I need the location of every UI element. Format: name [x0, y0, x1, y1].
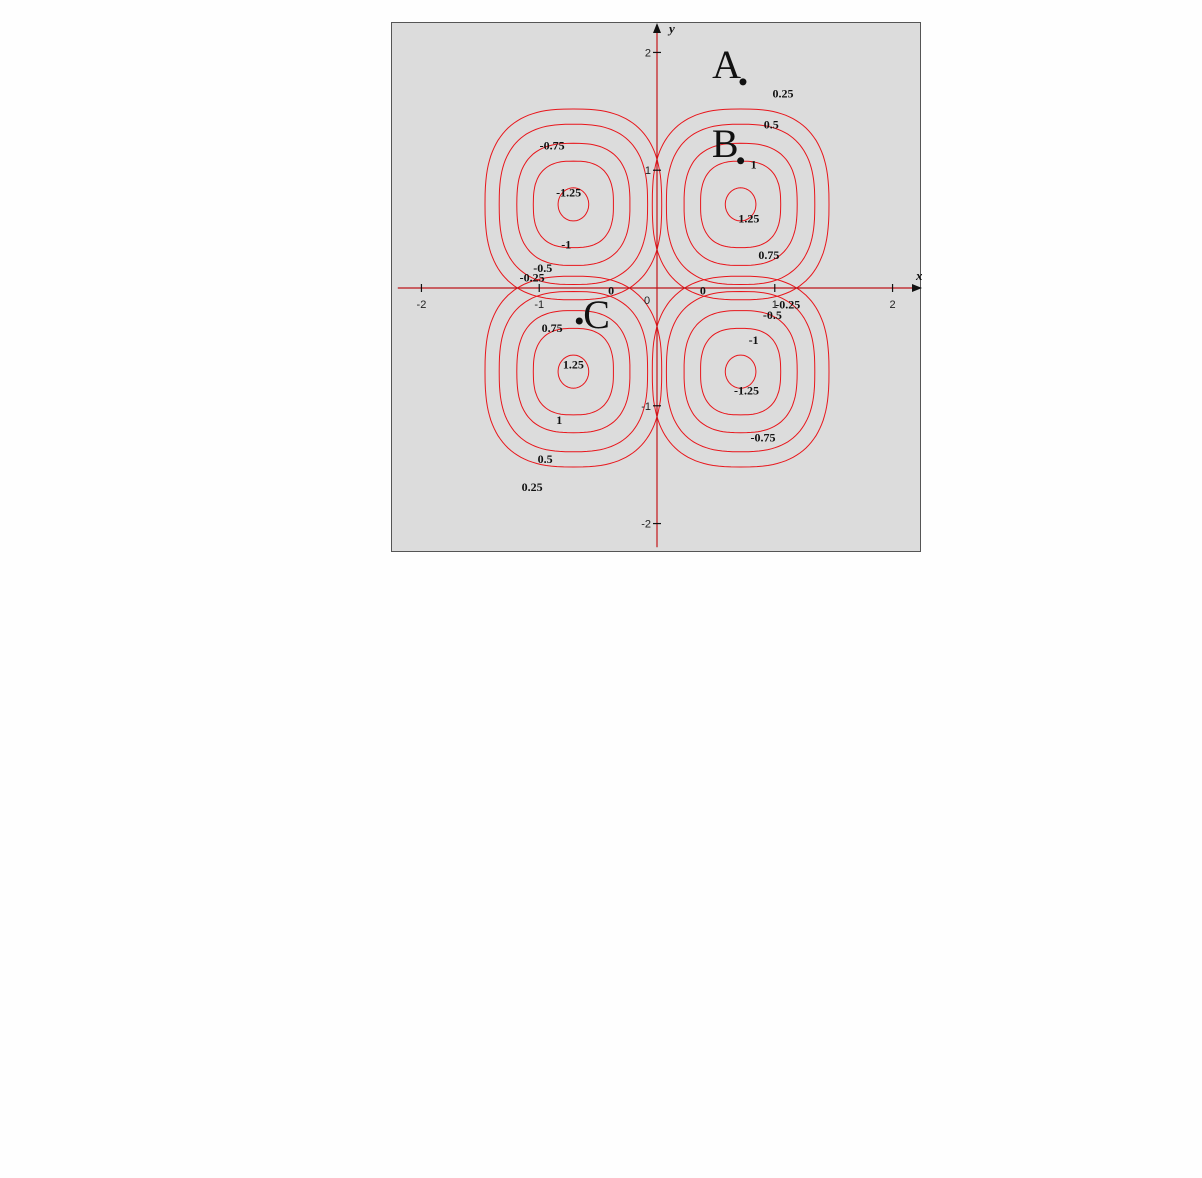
- contour-level-label: -1.25: [734, 383, 759, 397]
- contour-level-label: 0: [700, 283, 706, 297]
- contour-line: [724, 187, 757, 222]
- contour-line: [683, 142, 798, 266]
- contour-level-label: -1: [561, 237, 571, 251]
- contour-line: [484, 275, 663, 468]
- contour-level-label: -0.25: [520, 270, 545, 284]
- contour-line: [700, 160, 782, 249]
- contour-level-label: -0.5: [533, 261, 552, 275]
- contour-level-label: 0.5: [764, 117, 779, 131]
- contour-line: [665, 290, 816, 453]
- contour-line: [532, 327, 614, 416]
- contour-level-label: -0.5: [763, 308, 782, 322]
- y-axis-arrow: [653, 23, 661, 33]
- point-a-label: A: [712, 42, 741, 87]
- x-tick-label: -1: [534, 299, 544, 311]
- origin-label: 0: [644, 295, 650, 307]
- y-tick-label: 1: [645, 165, 651, 177]
- x-tick-label: -2: [417, 299, 427, 311]
- y-tick-label: 2: [645, 47, 651, 59]
- contour-level-label: 0.75: [758, 248, 779, 262]
- contour-line: [484, 108, 663, 301]
- contour-level-label: 0.75: [542, 321, 563, 335]
- contour-level-label: 0.5: [538, 452, 553, 466]
- point-c-label: C: [583, 292, 610, 337]
- contour-level-label: -0.75: [540, 138, 565, 152]
- point-a-marker: [739, 78, 747, 86]
- contour-lines: [484, 108, 830, 468]
- contour-level-label: -1.25: [556, 186, 581, 200]
- y-axis-name: y: [667, 23, 675, 36]
- x-axis-name: x: [915, 268, 922, 283]
- contour-line: [651, 275, 830, 468]
- axes: xy: [397, 23, 922, 548]
- contour-line: [498, 290, 649, 453]
- point-b-label: B: [712, 121, 739, 166]
- contour-line: [532, 160, 614, 249]
- contour-level-label: 0.25: [773, 87, 794, 101]
- x-axis-arrow: [912, 284, 922, 292]
- contour-line: [498, 123, 649, 286]
- point-c-marker: [575, 317, 583, 325]
- contour-level-label: 0: [608, 283, 614, 297]
- point-b-marker: [737, 157, 745, 165]
- contour-line: [665, 123, 816, 286]
- contour-level-label: 1.25: [563, 358, 584, 372]
- contour-level-labels: 0.250.511.250.75-0.75-1.25-1-0.5-0.250 0-…: [520, 87, 801, 494]
- x-tick-label: 2: [889, 299, 895, 311]
- contour-level-label: -0.75: [751, 431, 776, 445]
- contour-level-label: 1: [751, 157, 757, 171]
- contour-line: [557, 354, 590, 389]
- contour-level-label: 1.25: [738, 212, 759, 226]
- contour-level-label: -0.25: [775, 297, 800, 311]
- contour-line: [516, 142, 631, 266]
- contour-line: [557, 187, 590, 222]
- contour-level-label: -1: [749, 333, 759, 347]
- contour-line: [516, 310, 631, 434]
- contour-level-label: 0.25: [522, 480, 543, 494]
- y-tick-label: -1: [641, 401, 651, 413]
- contour-line: [700, 327, 782, 416]
- y-tick-label: -2: [641, 519, 651, 531]
- axis-ticks: -2 -1 1 2 -2 -1 1 2 0: [417, 47, 896, 530]
- contour-level-label: 1: [556, 413, 562, 427]
- x-tick-label: 1: [772, 299, 778, 311]
- contour-line: [683, 310, 798, 434]
- contour-line: [724, 354, 757, 389]
- contour-line: [651, 108, 830, 301]
- marked-points: AB C: [575, 42, 747, 337]
